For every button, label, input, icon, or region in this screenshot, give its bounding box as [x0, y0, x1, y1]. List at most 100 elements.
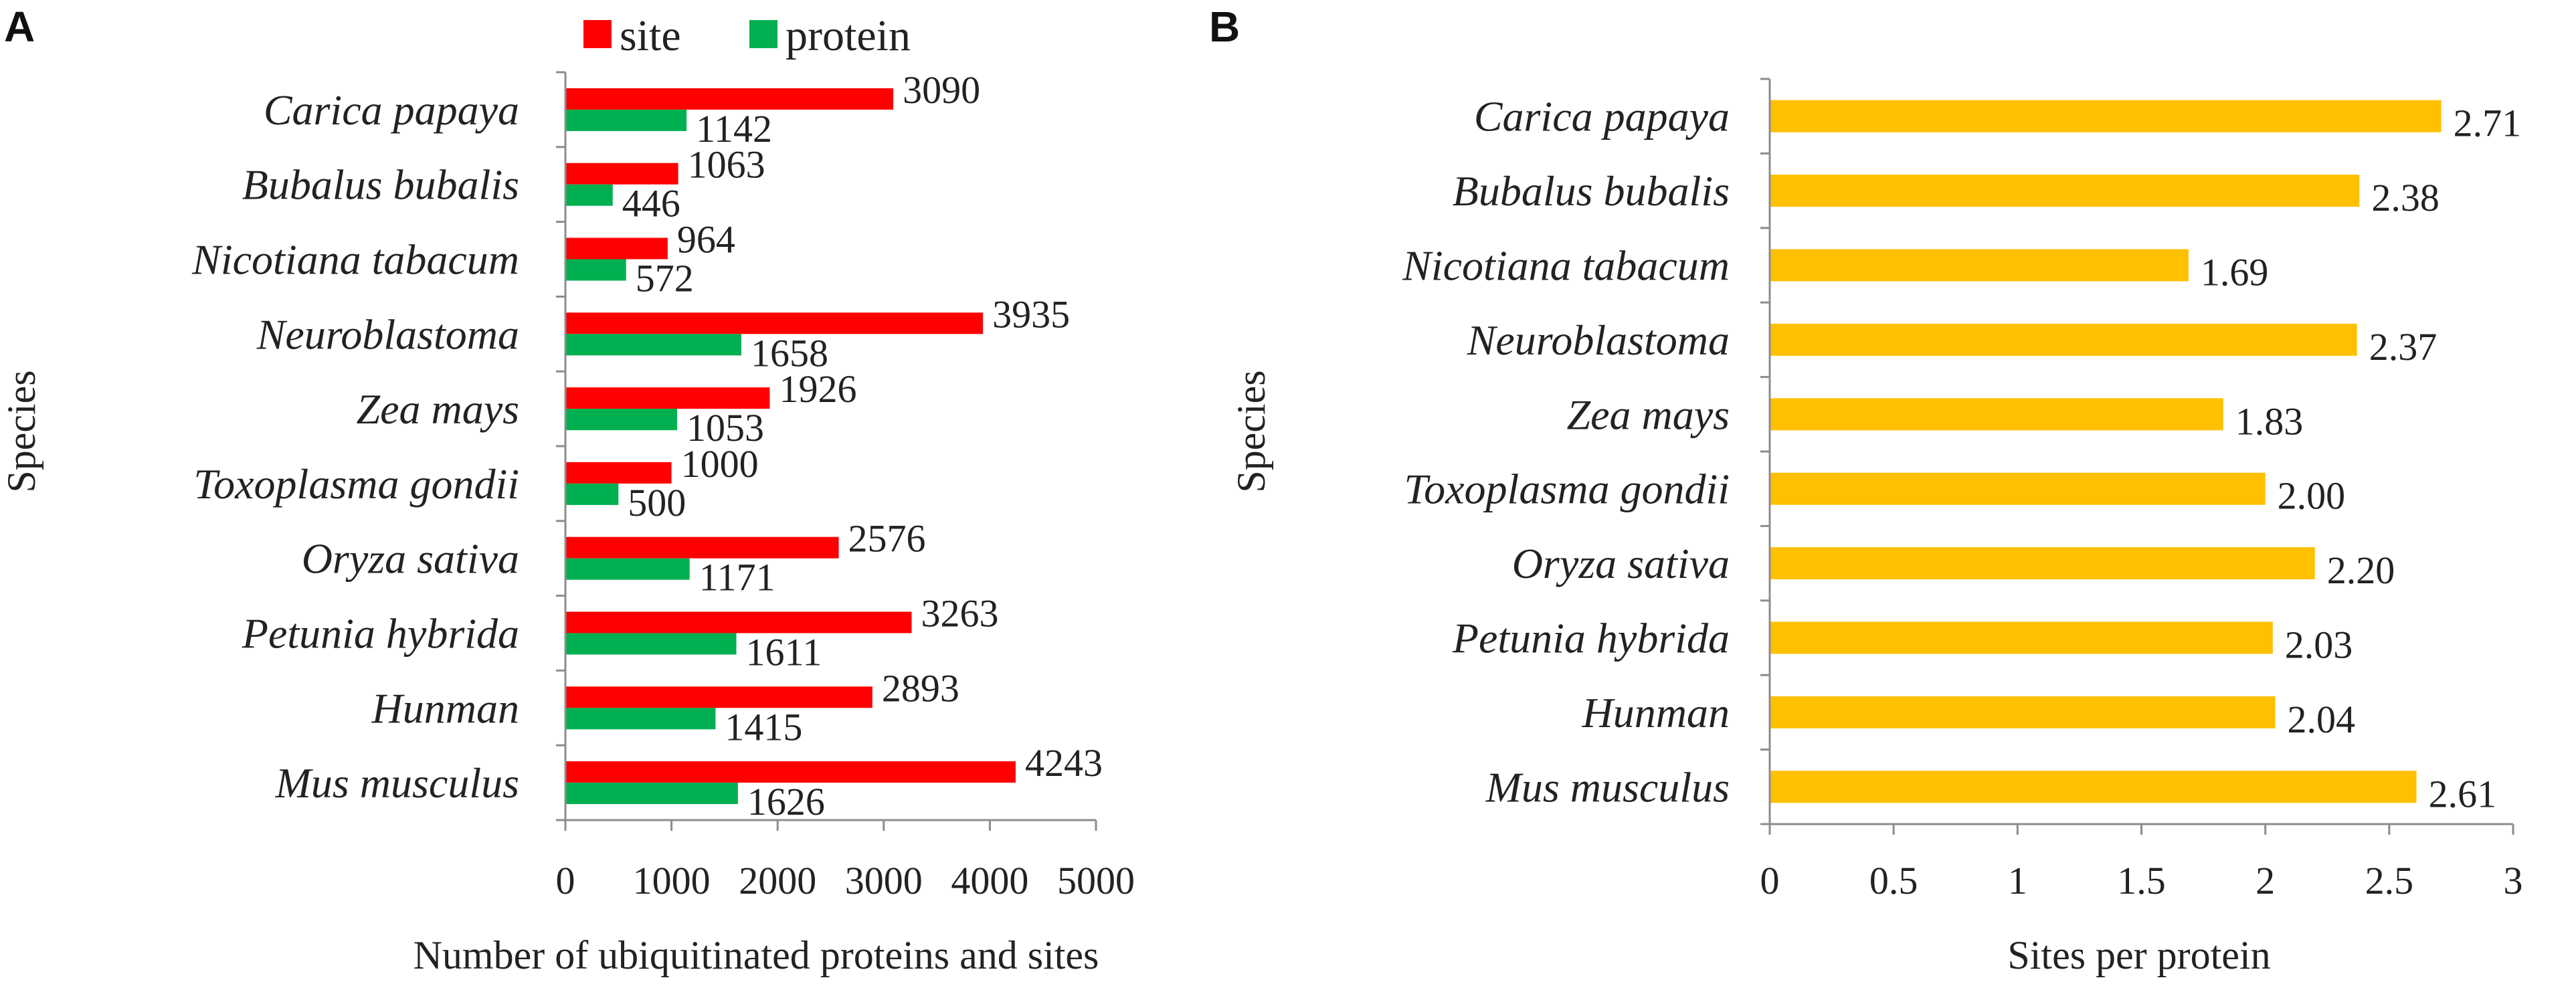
y-axis-title: Species: [0, 370, 43, 492]
data-label-protein-carica-papaya: 1142: [696, 107, 772, 151]
data-label-sites-per-protein-toxoplasma-gondii: 2.00: [2278, 474, 2346, 518]
bar-sites-per-protein-nicotiana-tabacum: [1770, 249, 2189, 282]
panel-b-chart: Carica papaya 2.71 Bubalus bubalis 2.38 Nico…: [1229, 78, 2523, 977]
category-label-oryza-sativa: Oryza sativa: [302, 535, 519, 583]
category-label-nicotiana-tabacum: Nicotiana tabacum: [191, 236, 519, 284]
bar-sites-per-protein-neuroblastoma: [1770, 323, 2357, 356]
panel-letter-a: A: [4, 3, 35, 51]
bar-site-carica-papaya: [565, 88, 894, 110]
category-label-neuroblastoma: Neuroblastoma: [1467, 316, 1730, 364]
x-axis-title: Number of ubiquitinated proteins and sit…: [413, 933, 1099, 977]
bar-site-bubalus-bubalis: [565, 163, 678, 185]
category-label-petunia-hybrida: Petunia hybrida: [242, 610, 519, 658]
x-tick-label: 0: [1760, 859, 1780, 902]
data-label-sites-per-protein-zea-mays: 1.83: [2235, 399, 2304, 443]
bar-sites-per-protein-carica-papaya: [1770, 100, 2442, 132]
bar-protein-hunman: [565, 708, 716, 730]
data-label-site-petunia-hybrida: 3263: [921, 592, 999, 635]
bar-sites-per-protein-bubalus-bubalis: [1770, 175, 2360, 207]
category-label-mus-musculus: Mus musculus: [1485, 763, 1730, 811]
bar-protein-petunia-hybrida: [565, 633, 737, 655]
data-label-protein-oryza-sativa: 1171: [699, 556, 775, 599]
bar-site-petunia-hybrida: [565, 611, 912, 633]
bar-protein-mus-musculus: [565, 783, 738, 805]
data-label-site-hunman: 2893: [882, 666, 959, 710]
x-tick-label: 0: [556, 859, 575, 902]
category-label-nicotiana-tabacum: Nicotiana tabacum: [1402, 242, 1730, 290]
category-label-carica-papaya: Carica papaya: [1474, 93, 1730, 140]
data-label-site-nicotiana-tabacum: 964: [677, 218, 735, 262]
bar-protein-oryza-sativa: [565, 558, 690, 580]
bar-site-mus-musculus: [565, 761, 1016, 783]
x-tick-label: 5000: [1057, 859, 1135, 902]
panel-letter-b: B: [1209, 3, 1240, 51]
category-label-bubalus-bubalis: Bubalus bubalis: [1453, 167, 1730, 215]
x-tick-label: 1: [2008, 859, 2027, 902]
bar-sites-per-protein-zea-mays: [1770, 398, 2223, 431]
bar-sites-per-protein-petunia-hybrida: [1770, 621, 2273, 654]
legend-label-site: site: [620, 11, 681, 60]
legend-swatch-site: [583, 20, 612, 48]
category-label-oryza-sativa: Oryza sativa: [1512, 540, 1730, 587]
bar-sites-per-protein-hunman: [1770, 696, 2276, 728]
x-tick-label: 2000: [739, 859, 816, 902]
data-label-protein-petunia-hybrida: 1611: [746, 631, 822, 674]
data-label-site-oryza-sativa: 2576: [848, 517, 926, 561]
x-tick-label: 0.5: [1869, 859, 1918, 902]
x-tick-label: 1000: [633, 859, 711, 902]
category-label-petunia-hybrida: Petunia hybrida: [1452, 615, 1730, 662]
legend-swatch-protein: [749, 20, 777, 48]
data-label-protein-zea-mays: 1053: [686, 406, 764, 450]
bar-protein-zea-mays: [565, 409, 678, 431]
bar-site-nicotiana-tabacum: [565, 237, 668, 260]
data-label-sites-per-protein-oryza-sativa: 2.20: [2327, 549, 2395, 592]
x-tick-label: 3: [2504, 859, 2523, 902]
data-label-sites-per-protein-nicotiana-tabacum: 1.69: [2201, 251, 2269, 294]
y-axis-title: Species: [1229, 370, 1273, 492]
bar-protein-nicotiana-tabacum: [565, 259, 626, 281]
x-axis-title: Sites per protein: [2007, 933, 2270, 977]
bar-protein-bubalus-bubalis: [565, 184, 613, 206]
category-label-neuroblastoma: Neuroblastoma: [256, 310, 519, 358]
category-label-hunman: Hunman: [371, 684, 519, 732]
data-label-site-mus-musculus: 4243: [1025, 741, 1103, 785]
category-label-mus-musculus: Mus musculus: [275, 759, 519, 807]
category-label-toxoplasma-gondii: Toxoplasma gondii: [1404, 466, 1730, 513]
data-label-sites-per-protein-neuroblastoma: 2.37: [2369, 325, 2437, 369]
bar-site-zea-mays: [565, 387, 770, 409]
bar-site-hunman: [565, 686, 872, 708]
bar-site-oryza-sativa: [565, 536, 839, 559]
category-label-toxoplasma-gondii: Toxoplasma gondii: [193, 460, 519, 508]
bar-protein-toxoplasma-gondii: [565, 483, 619, 505]
data-label-protein-neuroblastoma: 1658: [751, 331, 828, 375]
panel-a-chart: Carica papaya 3090 1142 Bubalus bubalis 1063…: [0, 68, 1135, 977]
category-label-bubalus-bubalis: Bubalus bubalis: [242, 161, 519, 209]
bar-site-neuroblastoma: [565, 312, 984, 334]
data-label-site-neuroblastoma: 3935: [992, 292, 1070, 336]
data-label-protein-bubalus-bubalis: 446: [622, 182, 680, 225]
data-label-protein-nicotiana-tabacum: 572: [636, 257, 694, 300]
category-label-carica-papaya: Carica papaya: [264, 86, 519, 134]
bar-protein-neuroblastoma: [565, 334, 741, 356]
x-tick-label: 4000: [951, 859, 1028, 902]
category-label-zea-mays: Zea mays: [356, 385, 519, 433]
bar-sites-per-protein-toxoplasma-gondii: [1770, 472, 2266, 505]
data-label-sites-per-protein-bubalus-bubalis: 2.38: [2371, 176, 2440, 219]
bar-sites-per-protein-mus-musculus: [1770, 771, 2417, 803]
x-tick-label: 3000: [845, 859, 923, 902]
data-label-sites-per-protein-petunia-hybrida: 2.03: [2285, 623, 2353, 667]
data-label-sites-per-protein-hunman: 2.04: [2287, 698, 2355, 741]
bar-protein-carica-papaya: [565, 109, 687, 131]
data-label-protein-hunman: 1415: [725, 705, 802, 749]
data-label-site-bubalus-bubalis: 1063: [688, 143, 765, 187]
data-label-site-carica-papaya: 3090: [903, 68, 980, 112]
category-label-zea-mays: Zea mays: [1566, 391, 1730, 438]
data-label-sites-per-protein-carica-papaya: 2.71: [2454, 102, 2522, 145]
bar-site-toxoplasma-gondii: [565, 462, 672, 484]
data-label-sites-per-protein-mus-musculus: 2.61: [2429, 772, 2497, 815]
data-label-site-toxoplasma-gondii: 1000: [681, 442, 759, 486]
data-label-site-zea-mays: 1926: [779, 367, 856, 411]
x-tick-label: 2: [2256, 859, 2275, 902]
